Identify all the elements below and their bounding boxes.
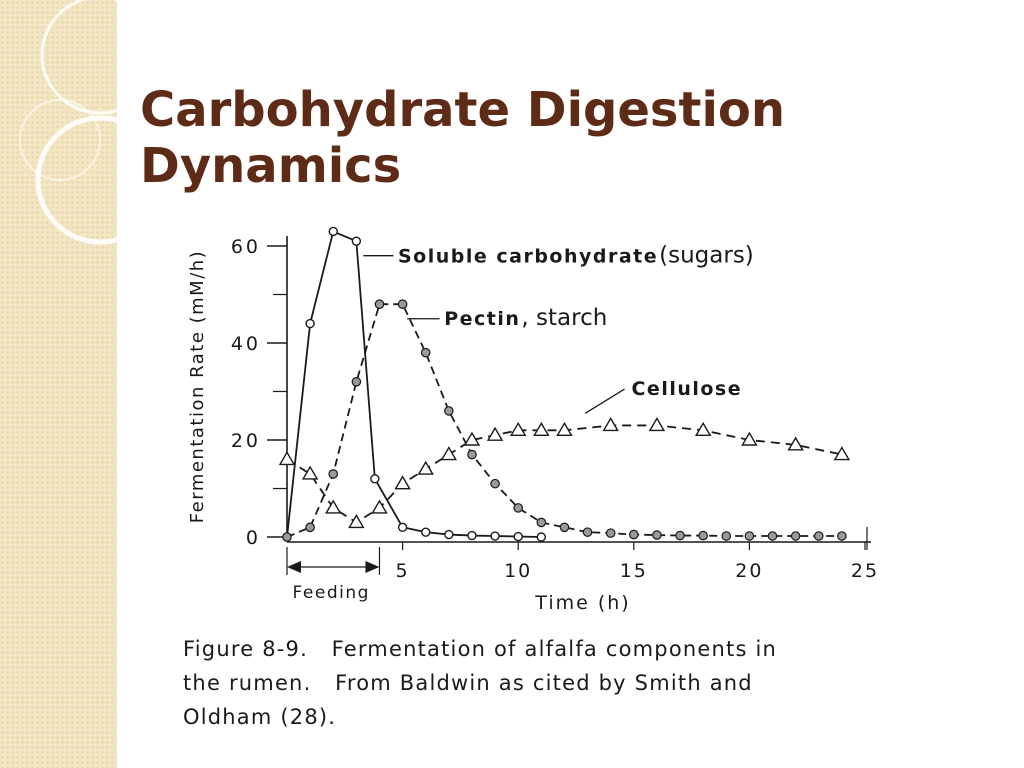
pectin-point	[490, 478, 500, 489]
pectin-point	[467, 449, 477, 460]
cellulose-point	[325, 499, 342, 514]
cellulose-point	[787, 436, 804, 451]
slide-title: Carbohydrate Digestion Dynamics	[140, 82, 900, 194]
cellulose-point	[301, 465, 319, 480]
feeding-arrow-head-left	[287, 561, 301, 573]
soluble-carbohydrate-point	[370, 474, 380, 484]
cellulose-point	[486, 426, 504, 441]
pectin-label: Pectin	[444, 308, 520, 330]
chart-series-lines	[286, 230, 843, 538]
x-tick-label: 5	[396, 560, 410, 582]
pectin-point	[305, 522, 315, 533]
cellulose-point	[602, 417, 619, 432]
y-axis-title: Fermentation Rate (mM/h)	[187, 250, 208, 523]
pectin-point	[559, 522, 570, 533]
soluble-carbohydrate-point	[513, 531, 523, 542]
fermentation-chart: 0 20 40 60 5 10 15 20 25 Time (h) Fermentation Ra…	[187, 226, 879, 614]
soluble-carbohydrate-point	[536, 532, 547, 542]
cellulose-point	[533, 421, 550, 437]
pectin-point	[282, 532, 292, 542]
y-tick-label: 20	[231, 430, 261, 452]
pectin-point	[767, 531, 778, 541]
pectin-point	[837, 531, 847, 541]
x-tick-label: 20	[735, 560, 763, 582]
cellulose-point	[394, 475, 411, 490]
cellulose-leader-line	[584, 388, 625, 414]
soluble-carbohydrate-point	[351, 236, 362, 246]
pectin-point	[397, 299, 408, 309]
y-tick-label: 60	[231, 236, 261, 258]
side-decoration-edge	[113, 0, 117, 768]
soluble-carbohydrate-point	[444, 529, 454, 540]
cellulose-point	[371, 499, 388, 514]
pectin-point	[605, 528, 616, 538]
soluble-carbohydrate-point	[421, 527, 431, 537]
chart-axes: 0 20 40 60 5 10 15 20 25	[231, 236, 879, 582]
deco-circle-top	[40, 0, 140, 115]
pectin-point	[675, 530, 685, 541]
cellulose-label: Cellulose	[631, 378, 742, 400]
series-line-cellulose	[286, 424, 843, 524]
x-axis-title: Time (h)	[534, 592, 630, 614]
x-tick-label: 15	[620, 560, 648, 582]
pectin-point	[328, 469, 339, 479]
x-tick-label: 10	[504, 560, 532, 582]
cellulose-point	[278, 451, 296, 466]
soluble-carbohydrate-point	[397, 522, 408, 532]
y-tick-label: 0	[246, 527, 261, 549]
pectin-point	[813, 531, 824, 541]
decorative-circles	[19, 0, 140, 245]
cellulose-point	[417, 460, 434, 475]
soluble-carbohydrate-point	[490, 531, 500, 541]
caption-line-1: Figure 8-9. Fermentation of alfalfa comp…	[183, 637, 778, 661]
cellulose-point	[463, 431, 481, 446]
cellulose-point	[509, 421, 527, 437]
soluble-carbohydrate-point	[328, 226, 338, 237]
soluble-carbohydrate-note: (sugars)	[659, 243, 754, 269]
pectin-point	[698, 530, 708, 541]
slide-title-line-2: Dynamics	[140, 138, 402, 194]
pectin-point	[351, 377, 362, 387]
cellulose-point	[648, 417, 666, 432]
pectin-point	[721, 531, 732, 541]
pectin-point	[790, 531, 801, 541]
cellulose-point	[440, 446, 458, 461]
feeding-arrow-head-right	[365, 561, 380, 573]
soluble-carbohydrate-point	[305, 318, 315, 329]
pectin-point	[628, 529, 639, 540]
pectin-point	[652, 530, 662, 540]
pectin-point	[420, 347, 431, 358]
y-tick-label: 40	[231, 333, 261, 355]
feeding-label: Feeding	[293, 583, 370, 603]
pectin-point	[536, 517, 547, 528]
pectin-point	[444, 406, 454, 416]
pectin-point	[513, 503, 523, 513]
pectin-point	[744, 531, 755, 541]
pectin-point	[374, 299, 385, 309]
deco-circle-small	[19, 99, 101, 181]
deco-circle-middle	[35, 115, 140, 245]
pectin-note: , starch	[521, 305, 607, 331]
soluble-carbohydrate-label: Soluble carbohydrate	[398, 246, 658, 268]
cellulose-point	[348, 514, 365, 529]
cellulose-point	[556, 421, 573, 437]
chart-labels: Time (h) Fermentation Rate (mM/h) Feeding S…	[187, 243, 754, 614]
caption-line-3: Oldham (28).	[183, 705, 337, 729]
figure-caption: Figure 8-9. Fermentation of alfalfa comp…	[183, 632, 943, 734]
chart-series-markers	[278, 226, 851, 542]
slide-title-line-1: Carbohydrate Digestion	[140, 82, 786, 138]
side-decoration-strip	[0, 0, 113, 768]
cellulose-point	[741, 431, 758, 446]
cellulose-point	[833, 446, 851, 461]
cellulose-point	[694, 421, 712, 437]
x-tick-label: 25	[851, 560, 879, 582]
caption-line-2: the rumen. From Baldwin as cited by Smit…	[183, 671, 753, 695]
soluble-carbohydrate-point	[467, 530, 477, 541]
pectin-point	[582, 527, 593, 537]
